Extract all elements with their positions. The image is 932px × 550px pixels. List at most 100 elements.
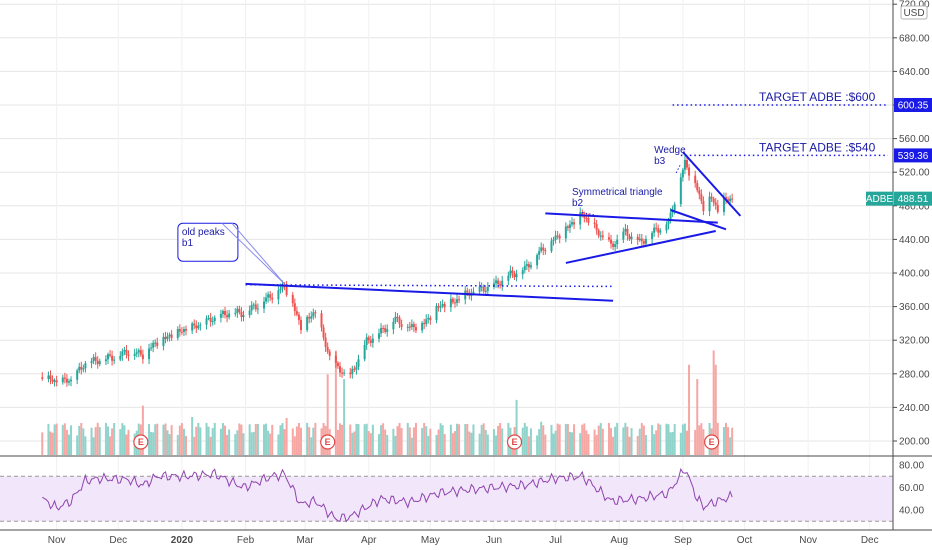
candle-body bbox=[421, 322, 424, 331]
volume-bar bbox=[597, 425, 600, 455]
candle-body bbox=[267, 294, 270, 298]
candle-body bbox=[406, 326, 409, 328]
candle-body bbox=[425, 319, 428, 325]
volume-bar bbox=[299, 427, 302, 455]
candle-body bbox=[197, 325, 200, 329]
candle-body bbox=[133, 353, 136, 356]
target-labels[interactable]: TARGET ADBE :$600 TARGET ADBE :$540 bbox=[759, 90, 876, 154]
volume-bar bbox=[622, 427, 625, 455]
earnings-marker[interactable] bbox=[133, 434, 149, 450]
volume-bar bbox=[104, 422, 107, 455]
candle-body bbox=[314, 312, 317, 314]
old-peaks-line[interactable] bbox=[245, 282, 614, 302]
rsi-tick-label: 60.00 bbox=[899, 483, 924, 494]
volume-bar bbox=[265, 423, 268, 455]
candle-body bbox=[213, 317, 216, 322]
candle-body bbox=[523, 265, 526, 271]
volume-bar bbox=[724, 422, 727, 455]
candle-body bbox=[595, 223, 598, 231]
old-peaks-label-box[interactable] bbox=[177, 222, 239, 262]
volume-bar bbox=[341, 424, 344, 455]
candle-body bbox=[55, 380, 58, 383]
candle-body bbox=[156, 342, 159, 346]
wedge-upper-line[interactable] bbox=[682, 151, 742, 217]
candle-body bbox=[683, 159, 686, 170]
volume-bar bbox=[642, 425, 645, 455]
price-tick-label: 320.00 bbox=[899, 336, 930, 347]
candle-body bbox=[326, 347, 329, 352]
volume-bar bbox=[242, 433, 245, 455]
price-axis[interactable]: 720.00680.00640.00600.00560.00520.00480.… bbox=[892, 0, 930, 530]
volume-bar bbox=[712, 350, 715, 455]
rsi-tick-label: 80.00 bbox=[899, 461, 924, 472]
volume-bar bbox=[67, 434, 70, 455]
price-tick-label: 720.00 bbox=[899, 0, 930, 11]
volume-bar bbox=[729, 437, 732, 455]
time-tick-label: Dec bbox=[861, 535, 879, 546]
wedge-lower-line[interactable] bbox=[670, 209, 727, 231]
volume-bar bbox=[527, 436, 530, 455]
trendline-drawings[interactable] bbox=[245, 104, 888, 302]
time-axis[interactable]: Nov Dec 2020 Feb Mar Apr May Jun Jul Aug Sep Oct Nov… bbox=[0, 529, 932, 546]
candle-body bbox=[653, 227, 656, 233]
candle-body bbox=[154, 342, 157, 344]
candle-body bbox=[515, 274, 518, 278]
candle-body bbox=[451, 298, 454, 303]
candle-body bbox=[63, 377, 66, 379]
volume-bar bbox=[76, 435, 79, 455]
candle-body bbox=[295, 311, 298, 315]
candle-body bbox=[84, 363, 87, 369]
volume-bar bbox=[552, 433, 555, 455]
volume-bar bbox=[540, 421, 543, 455]
candle-body bbox=[694, 175, 697, 184]
volume-bar bbox=[326, 374, 329, 455]
volume-bar bbox=[655, 430, 658, 455]
candle-body bbox=[104, 359, 107, 362]
candle-body bbox=[285, 285, 288, 295]
volume-bar bbox=[349, 424, 352, 455]
candle-body bbox=[180, 331, 183, 333]
triangle-upper-line[interactable] bbox=[545, 212, 718, 224]
candle-body bbox=[484, 290, 487, 292]
earnings-marker[interactable] bbox=[704, 434, 720, 450]
triangle-label-line: b2 bbox=[572, 198, 584, 209]
target-label[interactable]: TARGET ADBE :$540 bbox=[759, 140, 876, 154]
volume-bar bbox=[207, 426, 210, 455]
volume-bar bbox=[714, 364, 717, 455]
price-tick-label: 280.00 bbox=[899, 369, 930, 380]
volume-bar bbox=[612, 436, 615, 455]
volume-bar bbox=[312, 427, 315, 455]
volume-bar bbox=[166, 430, 169, 455]
target-label[interactable]: TARGET ADBE :$600 bbox=[759, 90, 876, 104]
volume-bar bbox=[568, 431, 571, 455]
candle-body bbox=[394, 316, 397, 322]
price-candles bbox=[41, 154, 734, 387]
peaks-dotted-line[interactable] bbox=[245, 284, 614, 288]
candle-body bbox=[334, 355, 337, 363]
earnings-marker[interactable] bbox=[320, 434, 336, 450]
volume-bar bbox=[334, 350, 337, 455]
volume-bar bbox=[205, 422, 208, 455]
earnings-marker[interactable] bbox=[506, 434, 523, 450]
triangle-lower-line[interactable] bbox=[565, 230, 716, 264]
candle-body bbox=[731, 198, 734, 200]
volume-bar bbox=[550, 424, 553, 455]
currency-badge[interactable] bbox=[900, 5, 928, 20]
candle-body bbox=[76, 370, 79, 380]
volume-bar bbox=[470, 432, 473, 455]
candle-body bbox=[669, 212, 672, 221]
candle-body bbox=[152, 342, 155, 348]
candle-body bbox=[513, 272, 516, 278]
candle-body bbox=[51, 379, 54, 382]
volume-bar bbox=[176, 434, 179, 455]
candle-body bbox=[98, 361, 101, 365]
candle-body bbox=[722, 197, 725, 213]
candle-body bbox=[90, 361, 93, 364]
volume-bar bbox=[308, 427, 311, 455]
volume-bar bbox=[150, 431, 153, 455]
time-tick-label: Jul bbox=[549, 535, 562, 546]
last-price-tag-label: 488.51 bbox=[898, 194, 929, 205]
